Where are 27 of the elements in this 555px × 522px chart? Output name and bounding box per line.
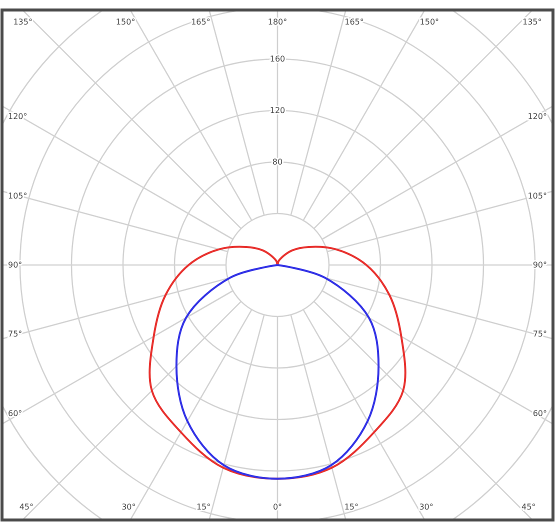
spoke-label: 60° (8, 409, 22, 418)
spoke-label: 45° (19, 502, 34, 512)
spoke-label: 75° (532, 329, 547, 338)
spoke-label: 75° (8, 329, 22, 338)
spoke-label: 165° (191, 18, 210, 26)
spoke-label: 45° (522, 502, 536, 512)
y-tick-label: 80 (272, 158, 283, 166)
spoke-label: 135° (522, 18, 542, 26)
spoke-label: 15° (344, 502, 359, 512)
spoke-label: 0° (272, 502, 282, 512)
spoke-label: 30° (419, 502, 434, 512)
spoke-label: 15° (196, 502, 211, 512)
spoke-label: 60° (532, 409, 547, 418)
spoke-label: 105° (528, 192, 547, 201)
y-tick-label: 160 (270, 54, 286, 64)
spoke-label: 120° (528, 112, 547, 121)
spoke-label: 135° (13, 18, 32, 26)
spoke-label: 105° (8, 192, 28, 201)
spoke-label: 90° (8, 260, 22, 270)
spoke-label: 165° (344, 18, 364, 26)
y-tick-label: 120 (270, 106, 286, 115)
spoke-label: 90° (532, 260, 547, 270)
spoke-label: 150° (420, 18, 440, 26)
spoke-label: 120° (8, 112, 28, 121)
spoke-label: 30° (122, 502, 136, 512)
spoke-label: 150° (116, 18, 136, 26)
spoke-label: 180° (268, 18, 288, 26)
